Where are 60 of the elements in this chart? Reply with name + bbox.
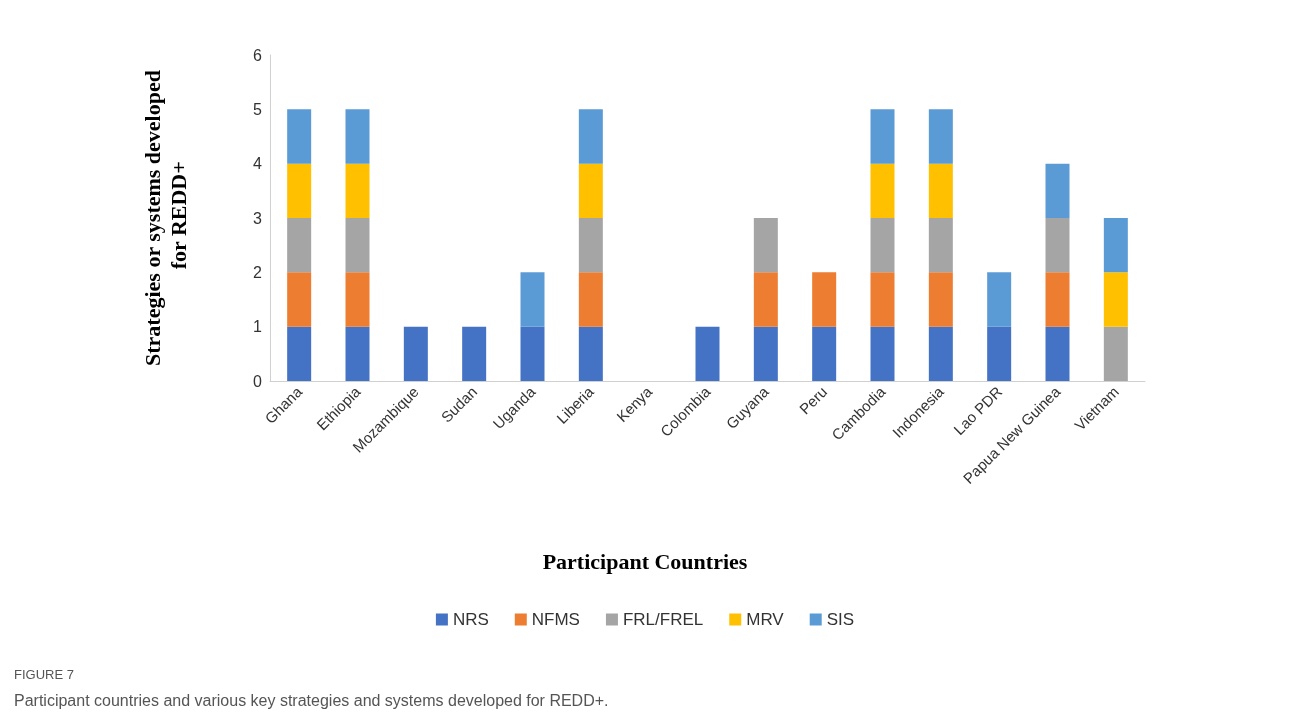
bar <box>578 272 603 327</box>
y-axis-title: Strategies or systems developed for REDD+ <box>139 70 191 366</box>
y-tick-label: 4 <box>253 155 263 173</box>
bar <box>403 326 428 381</box>
bar <box>287 272 312 327</box>
bar <box>345 272 370 327</box>
bar <box>1045 163 1070 218</box>
bar <box>870 326 895 381</box>
legend-label: NFMS <box>531 610 580 629</box>
legend-label: NRS <box>452 610 489 629</box>
bar <box>578 109 603 164</box>
bar <box>520 272 545 327</box>
bar <box>987 272 1012 327</box>
bar <box>345 109 370 164</box>
bar <box>928 326 953 381</box>
bar <box>287 109 312 164</box>
y-tick-label: 0 <box>253 372 263 390</box>
bar <box>345 326 370 381</box>
bar <box>345 163 370 218</box>
bar <box>287 163 312 218</box>
caption: FIGURE 7 <box>14 667 74 682</box>
bar <box>987 326 1012 381</box>
bar <box>812 272 837 327</box>
y-tick-label: 2 <box>253 263 263 281</box>
legend-label: FRL/FREL <box>622 610 704 629</box>
bar <box>870 163 895 218</box>
bar <box>870 272 895 327</box>
bar <box>753 272 778 327</box>
y-tick-label: 6 <box>253 46 263 64</box>
bar <box>287 326 312 381</box>
bar <box>695 326 720 381</box>
bar <box>870 109 895 164</box>
bar <box>1103 326 1128 381</box>
bar <box>928 272 953 327</box>
legend-label: SIS <box>826 610 855 629</box>
bar <box>1103 218 1128 273</box>
bar <box>520 326 545 381</box>
text: Participant countries and various key strategies and systems developed for REDD+. <box>14 691 609 709</box>
bar <box>870 218 895 273</box>
bar <box>812 326 837 381</box>
bar <box>578 326 603 381</box>
bar <box>928 109 953 164</box>
bar <box>753 218 778 273</box>
bar <box>1045 218 1070 273</box>
bar <box>1103 272 1128 327</box>
bar <box>345 218 370 273</box>
bar <box>462 326 487 381</box>
y-tick-label: 1 <box>253 318 263 336</box>
y-tick-label: 5 <box>253 100 263 118</box>
x-axis-title: Participant Countries <box>542 548 748 574</box>
bar <box>928 163 953 218</box>
bar <box>287 218 312 273</box>
bar <box>1045 272 1070 327</box>
bar <box>753 326 778 381</box>
legend-label: MRV <box>746 610 785 629</box>
y-tick-label: 3 <box>253 209 263 227</box>
bar <box>928 218 953 273</box>
bar <box>578 218 603 273</box>
bar <box>578 163 603 218</box>
bar <box>1045 326 1070 381</box>
